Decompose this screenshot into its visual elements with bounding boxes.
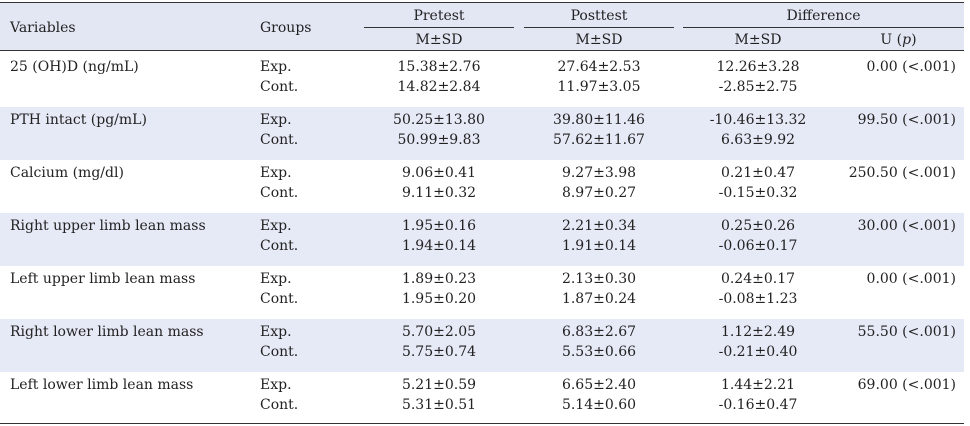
pretest-values: 1.89±0.23 1.95±0.20 — [401, 271, 477, 307]
variable-name: Right upper limb lean mass — [10, 218, 206, 234]
group-labels: Exp. Cont. — [260, 59, 299, 95]
header-pretest: Pretest — [413, 8, 465, 24]
header-posttest-msd: M±SD — [575, 32, 623, 48]
difference-divider — [683, 27, 964, 28]
group-labels: Exp. Cont. — [260, 165, 299, 201]
posttest-values: 39.80±11.46 57.62±11.67 — [553, 112, 645, 148]
table-row: Right upper limb lean mass Exp. Cont. 1.9… — [0, 213, 964, 266]
pretest-values: 5.21±0.59 5.31±0.51 — [401, 377, 477, 413]
posttest-values: 2.13±0.30 1.87±0.24 — [561, 271, 637, 307]
u-label-p: p — [902, 32, 912, 48]
header-groups: Groups — [260, 20, 312, 36]
difference-values: 12.26±3.28 -2.85±2.75 — [716, 59, 800, 95]
variable-name: Left upper limb lean mass — [10, 271, 196, 287]
u-statistic: 0.00 (<.001) — [866, 59, 956, 75]
u-statistic: 30.00 (<.001) — [857, 218, 956, 234]
u-label-prefix: U ( — [880, 32, 903, 48]
header-bottom-rule — [0, 50, 964, 51]
bottom-rule — [0, 423, 964, 424]
header-difference-msd: M±SD — [734, 32, 782, 48]
table-header: Variables Groups Pretest Posttest Differ… — [0, 2, 964, 50]
u-statistic: 69.00 (<.001) — [857, 377, 956, 393]
table-row: PTH intact (pg/mL) Exp. Cont. 50.25±13.80… — [0, 107, 964, 160]
table-row: Left upper limb lean mass Exp. Cont. 1.89… — [0, 266, 964, 319]
posttest-values: 2.21±0.34 1.91±0.14 — [561, 218, 637, 254]
group-labels: Exp. Cont. — [260, 324, 299, 360]
difference-values: 1.12±2.49 -0.21±0.40 — [718, 324, 798, 360]
posttest-values: 6.83±2.67 5.53±0.66 — [561, 324, 637, 360]
header-variables: Variables — [10, 20, 76, 36]
pretest-values: 15.38±2.76 14.82±2.84 — [397, 59, 481, 95]
group-labels: Exp. Cont. — [260, 377, 299, 413]
u-statistic: 55.50 (<.001) — [857, 324, 956, 340]
header-posttest: Posttest — [570, 8, 628, 24]
variable-name: Right lower limb lean mass — [10, 324, 204, 340]
header-difference: Difference — [786, 8, 861, 24]
table-row: Right lower limb lean mass Exp. Cont. 5.7… — [0, 319, 964, 372]
difference-values: 0.25±0.26 -0.06±0.17 — [718, 218, 798, 254]
u-statistic: 99.50 (<.001) — [857, 112, 956, 128]
top-rule — [0, 2, 964, 3]
group-labels: Exp. Cont. — [260, 271, 299, 307]
posttest-values: 9.27±3.98 8.97±0.27 — [561, 165, 637, 201]
group-labels: Exp. Cont. — [260, 112, 299, 148]
variable-name: 25 (OH)D (ng/mL) — [10, 59, 139, 75]
table-row: Calcium (mg/dl) Exp. Cont. 9.06±0.41 9.11±… — [0, 160, 964, 213]
pretest-values: 9.06±0.41 9.11±0.32 — [401, 165, 477, 201]
variable-name: Left lower limb lean mass — [10, 377, 194, 393]
table-row: Left lower limb lean mass Exp. Cont. 5.21… — [0, 372, 964, 425]
variable-name: Calcium (mg/dl) — [10, 165, 124, 181]
posttest-divider — [524, 27, 674, 28]
header-pretest-msd: M±SD — [415, 32, 463, 48]
u-statistic: 0.00 (<.001) — [866, 271, 956, 287]
pretest-values: 5.70±2.05 5.75±0.74 — [401, 324, 477, 360]
difference-values: -10.46±13.32 6.63±9.92 — [709, 112, 807, 148]
difference-values: 1.44±2.21 -0.16±0.47 — [718, 377, 798, 413]
pretest-values: 50.25±13.80 50.99±9.83 — [393, 112, 485, 148]
difference-values: 0.24±0.17 -0.08±1.23 — [718, 271, 798, 307]
group-labels: Exp. Cont. — [260, 218, 299, 254]
variable-name: PTH intact (pg/mL) — [10, 112, 147, 128]
posttest-values: 27.64±2.53 11.97±3.05 — [557, 59, 641, 95]
pretest-values: 1.95±0.16 1.94±0.14 — [401, 218, 477, 254]
table-row: 25 (OH)D (ng/mL) Exp. Cont. 15.38±2.76 14.… — [0, 54, 964, 107]
u-label-suffix: ) — [911, 32, 917, 48]
difference-values: 0.21±0.47 -0.15±0.32 — [718, 165, 798, 201]
header-u-statistic: U (p) — [833, 31, 964, 49]
u-statistic: 250.50 (<.001) — [848, 165, 956, 181]
pretest-divider — [364, 27, 514, 28]
posttest-values: 6.65±2.40 5.14±0.60 — [561, 377, 637, 413]
